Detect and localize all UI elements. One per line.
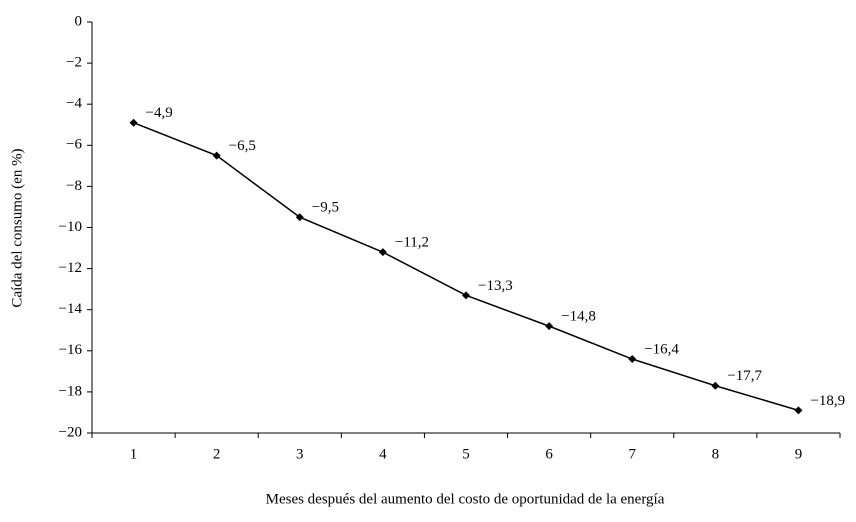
- data-label: −17,7: [727, 368, 762, 384]
- x-tick-label: 7: [628, 446, 636, 462]
- x-tick-label: 1: [130, 446, 138, 462]
- x-tick-label: 4: [379, 446, 387, 462]
- x-axis-label: Meses después del aumento del costo de o…: [266, 491, 665, 507]
- data-label: −6,5: [229, 138, 256, 154]
- y-tick-label: 0: [75, 13, 83, 29]
- y-tick-label: −2: [66, 55, 82, 71]
- point: [295, 213, 304, 222]
- data-label: −4,9: [146, 105, 173, 121]
- y-tick-label: −4: [66, 96, 82, 112]
- data-label: −13,3: [478, 278, 513, 294]
- point: [129, 118, 138, 127]
- x-tick-label: 8: [712, 446, 720, 462]
- data-label: −14,8: [561, 309, 596, 325]
- y-tick-label: −8: [66, 178, 82, 194]
- series-line: [133, 121, 799, 412]
- y-axis-label: Caída del consumo (en %): [9, 148, 25, 307]
- data-label: −16,4: [644, 341, 679, 357]
- x-tick-label: 3: [296, 446, 304, 462]
- x-tick-label: 5: [462, 446, 470, 462]
- point: [794, 406, 803, 415]
- x-tick-label: 6: [545, 446, 553, 462]
- point: [545, 322, 554, 331]
- x-tick-label: 9: [795, 446, 803, 462]
- x-tick-label: 2: [213, 446, 221, 462]
- y-tick-label: −6: [66, 137, 82, 153]
- y-tick-label: −18: [59, 383, 82, 399]
- y-tick-label: −20: [59, 424, 82, 440]
- y-tick-label: −16: [59, 342, 83, 358]
- data-label: −11,2: [395, 235, 429, 251]
- data-label: −9,5: [312, 200, 339, 216]
- point: [212, 151, 221, 160]
- point: [462, 291, 470, 300]
- y-tick-label: −10: [59, 219, 82, 235]
- point: [711, 381, 720, 390]
- data-label: −18,9: [810, 393, 845, 409]
- y-tick-label: −14: [59, 301, 83, 317]
- point: [628, 355, 637, 364]
- point: [378, 248, 387, 257]
- y-tick-label: −12: [59, 260, 82, 276]
